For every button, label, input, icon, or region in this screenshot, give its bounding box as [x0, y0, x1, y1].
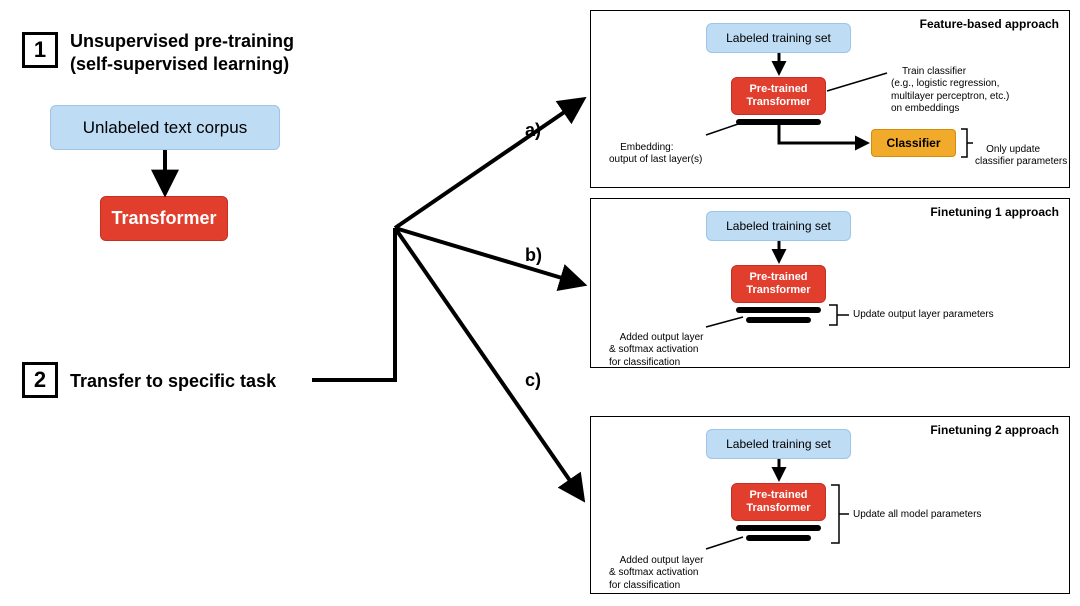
panel-b: Finetuning 1 approach Labeled training s…: [590, 198, 1070, 368]
corpus-box: Unlabeled text corpus: [50, 105, 280, 150]
option-c-label: c): [525, 370, 541, 391]
panel-c-output-note: Added output layer & softmax activation …: [609, 542, 704, 605]
option-a-label: a): [525, 120, 541, 141]
panel-c-training-set: Labeled training set: [706, 429, 851, 459]
option-b-label: b): [525, 245, 542, 266]
panel-b-bar2: [746, 317, 811, 323]
panel-c-bar1: [736, 525, 821, 531]
transformer-label: Transformer: [111, 208, 216, 229]
step-two-line: Transfer to specific task: [70, 371, 276, 391]
panel-c: Finetuning 2 approach Labeled training s…: [590, 416, 1070, 594]
panel-a-train-note: Train classifier (e.g., logistic regress…: [891, 53, 1009, 128]
panel-a-embedding-note: Embedding: output of last layer(s): [609, 129, 702, 179]
panel-b-output-note: Added output layer & softmax activation …: [609, 319, 704, 382]
step-one-number: 1: [34, 37, 46, 63]
panel-b-update-note: Update output layer parameters: [853, 309, 994, 322]
panel-a-title: Feature-based approach: [920, 17, 1059, 31]
panel-a-training-set: Labeled training set: [706, 23, 851, 53]
step-one-heading: Unsupervised pre-training (self-supervis…: [70, 30, 294, 75]
panel-b-training-set: Labeled training set: [706, 211, 851, 241]
step-one-box: 1: [22, 32, 58, 68]
corpus-label: Unlabeled text corpus: [83, 118, 247, 138]
transformer-box: Transformer: [100, 196, 228, 241]
panel-a-embedding-bar: [736, 119, 821, 125]
panel-c-title: Finetuning 2 approach: [930, 423, 1059, 437]
panel-b-title: Finetuning 1 approach: [930, 205, 1059, 219]
panel-c-bar2: [746, 535, 811, 541]
panel-c-update-note: Update all model parameters: [853, 509, 981, 522]
panel-a-transformer: Pre-trained Transformer: [731, 77, 826, 115]
step-one-line2: (self-supervised learning): [70, 54, 289, 74]
panel-b-bar1: [736, 307, 821, 313]
panel-b-transformer: Pre-trained Transformer: [731, 265, 826, 303]
step-two-number: 2: [34, 367, 46, 393]
step-two-box: 2: [22, 362, 58, 398]
panel-a: Feature-based approach Labeled training …: [590, 10, 1070, 188]
step-two-heading: Transfer to specific task: [70, 370, 276, 393]
step-one-line1: Unsupervised pre-training: [70, 31, 294, 51]
panel-a-classifier: Classifier: [871, 129, 956, 157]
panel-a-update-note: Only update classifier parameters: [975, 131, 1067, 181]
panel-c-transformer: Pre-trained Transformer: [731, 483, 826, 521]
